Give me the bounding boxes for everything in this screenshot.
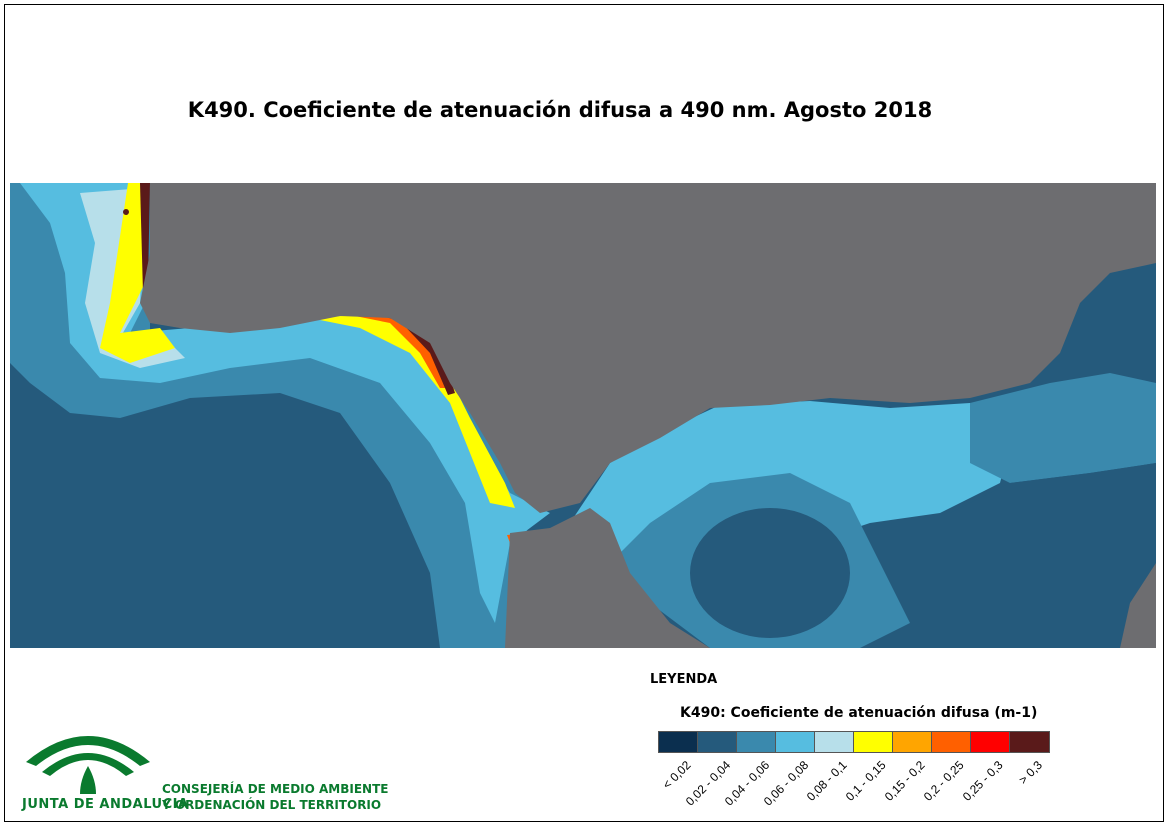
legend-label: < 0,02 <box>659 758 694 792</box>
legend-labels: < 0,02 0,02 - 0,04 0,04 - 0,06 0,06 - 0,… <box>658 758 1058 808</box>
department-name: CONSEJERÍA DE MEDIO AMBIENTE Y ORDENACIÓ… <box>162 781 388 813</box>
legend-swatch <box>659 732 698 752</box>
legend-swatch <box>893 732 932 752</box>
legend-heading: LEYENDA <box>650 672 718 687</box>
legend-label: 0,25 - 0,3 <box>959 758 1006 804</box>
legend-colorbar <box>658 731 1050 753</box>
department-line1: CONSEJERÍA DE MEDIO AMBIENTE <box>162 782 389 796</box>
land-iberia <box>140 183 1156 513</box>
legend-label: > 0,3 <box>1015 758 1045 788</box>
legend-label: 0,1 - 0,15 <box>842 758 889 804</box>
coastal-high-k490 <box>100 183 175 363</box>
alboran-core <box>690 508 850 638</box>
figure-frame <box>4 4 1164 822</box>
legend-label: 0,2 - 0,25 <box>920 758 967 804</box>
legend-subtitle: K490: Coeficiente de atenuación difusa (… <box>680 705 1038 721</box>
k490-map <box>10 183 1156 648</box>
junta-andalucia-logo-icon <box>26 736 150 794</box>
legend-swatch <box>1010 732 1049 752</box>
logo-wordmark: JUNTA DE ANDALUCIA <box>22 797 189 812</box>
legend-swatch <box>698 732 737 752</box>
map-title: K490. Coeficiente de atenuación difusa a… <box>187 98 933 122</box>
legend-swatch <box>932 732 971 752</box>
legend-swatch <box>737 732 776 752</box>
atlantic-shelf-inner <box>20 183 550 623</box>
department-line2: Y ORDENACIÓN DEL TERRITORIO <box>162 798 382 812</box>
legend-swatch <box>854 732 893 752</box>
legend-label: 0,08 - 0,1 <box>803 758 850 804</box>
legend-swatch <box>776 732 815 752</box>
legend-label: 0,15 - 0,2 <box>881 758 928 804</box>
legend-swatch <box>971 732 1010 752</box>
legend-swatch <box>815 732 854 752</box>
land-africa <box>505 508 710 648</box>
